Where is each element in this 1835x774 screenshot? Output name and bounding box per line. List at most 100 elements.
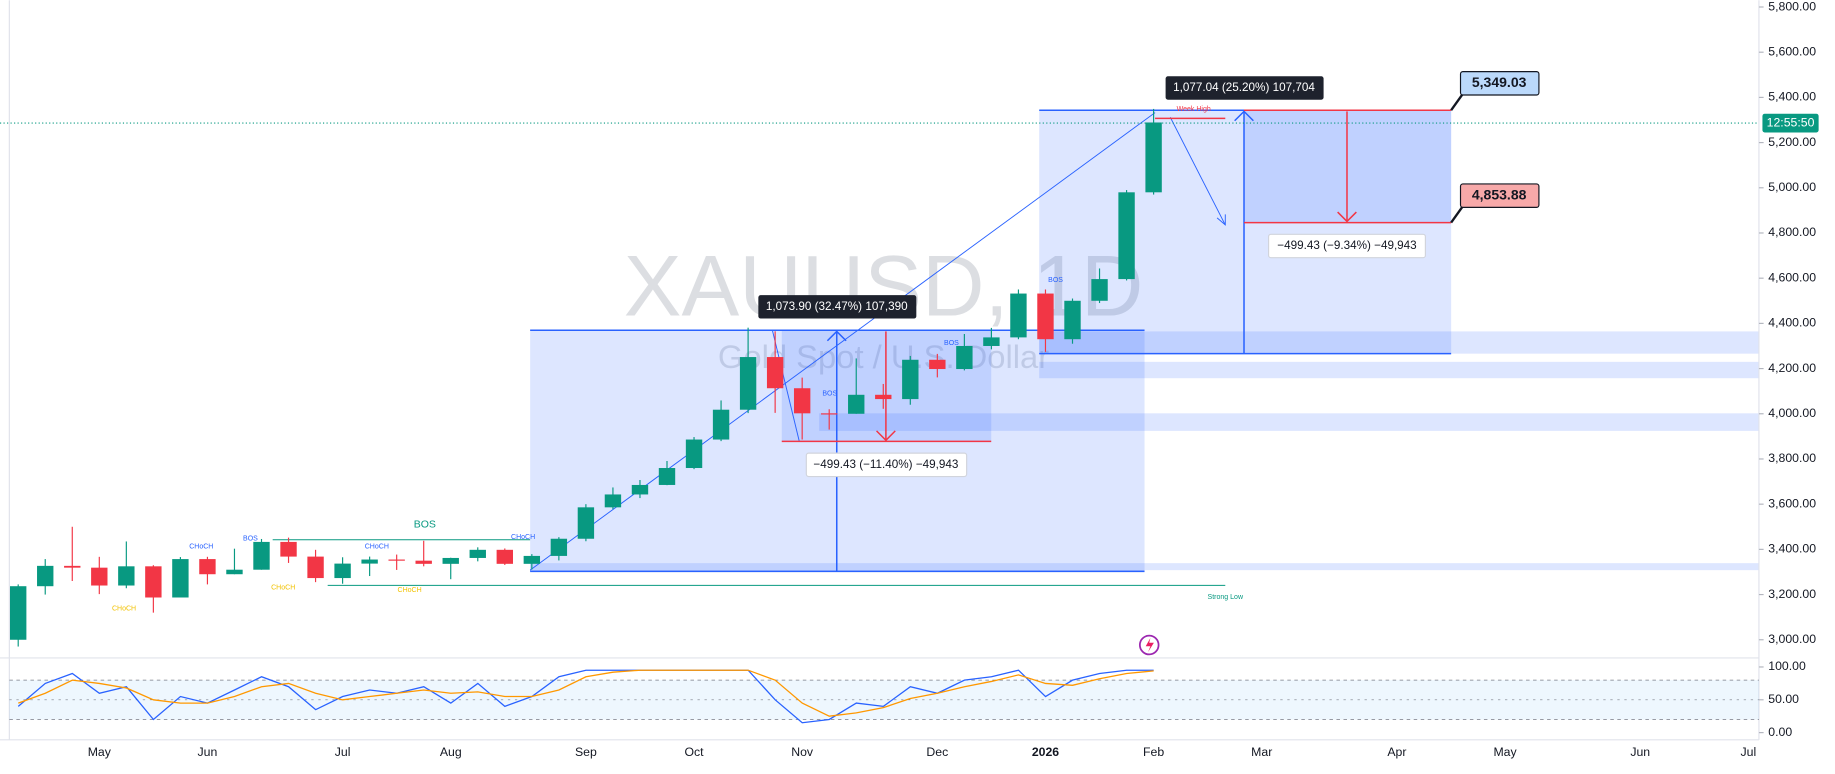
candle-body bbox=[442, 557, 459, 564]
candle-body bbox=[793, 388, 811, 414]
candle-body bbox=[172, 559, 189, 598]
candle-body bbox=[631, 484, 649, 495]
projection-line bbox=[1169, 117, 1226, 226]
candle-body bbox=[550, 538, 568, 556]
zone bbox=[1039, 361, 1759, 379]
time-tag bbox=[1762, 113, 1819, 133]
candle-body bbox=[1145, 122, 1162, 193]
candle-body bbox=[226, 569, 243, 575]
y-tick-label: 5,600.00 bbox=[1768, 44, 1816, 58]
candle-body bbox=[604, 494, 622, 508]
candle-body bbox=[199, 559, 216, 575]
zone bbox=[1039, 331, 1759, 354]
y-tick-label: 5,800.00 bbox=[1768, 0, 1816, 13]
x-tick-label: Sep bbox=[575, 745, 597, 759]
candle-body bbox=[64, 565, 81, 568]
candle-body bbox=[10, 586, 27, 640]
candle-body bbox=[1118, 192, 1135, 280]
candle-body bbox=[685, 439, 703, 469]
tag-pointer bbox=[1450, 205, 1464, 224]
label-box bbox=[1165, 76, 1324, 100]
y-tick-label: 4,600.00 bbox=[1768, 270, 1816, 284]
arrow-head bbox=[1337, 211, 1357, 223]
watermark: XAUUSD, 1D bbox=[624, 239, 1144, 335]
arrow-head bbox=[826, 330, 847, 342]
arrow-head bbox=[1216, 214, 1226, 226]
candle-body bbox=[388, 559, 405, 561]
structure-label: BOS bbox=[414, 518, 436, 530]
x-tick-label: Jun bbox=[198, 745, 218, 759]
candle-body bbox=[739, 357, 757, 410]
x-tick-label: Oct bbox=[684, 745, 704, 759]
x-tick-label: May bbox=[1493, 745, 1517, 759]
candle-body bbox=[334, 563, 351, 579]
structure-label: CHoCH bbox=[511, 534, 535, 541]
x-tick-label: May bbox=[88, 745, 112, 759]
y-tick-label: 3,400.00 bbox=[1768, 542, 1816, 556]
candle-body bbox=[1037, 293, 1054, 340]
candle-body bbox=[496, 549, 513, 564]
candle-body bbox=[712, 409, 730, 440]
alert-icon[interactable] bbox=[1138, 634, 1160, 656]
candle-body bbox=[875, 394, 892, 400]
arrow-head bbox=[876, 430, 896, 442]
range-box bbox=[1039, 110, 1452, 354]
zone bbox=[530, 563, 1759, 571]
y-tick-label: 100.00 bbox=[1768, 659, 1806, 673]
structure-label: CHoCH bbox=[189, 544, 213, 551]
structure-label: CHoCH bbox=[271, 585, 295, 592]
y-tick-label: 3,000.00 bbox=[1768, 632, 1816, 646]
structure-label: BOS bbox=[944, 340, 959, 347]
candle-body bbox=[929, 359, 946, 370]
x-tick-label: Jun bbox=[1630, 745, 1650, 759]
y-tick-label: 4,200.00 bbox=[1768, 361, 1816, 375]
y-tick-label: 50.00 bbox=[1768, 692, 1799, 706]
oscillator-line bbox=[18, 669, 1154, 717]
structure-label: Strong Low bbox=[1208, 594, 1244, 601]
x-tick-label: Nov bbox=[791, 745, 814, 759]
structure-label: Week High bbox=[1177, 106, 1211, 113]
candle-body bbox=[1064, 300, 1081, 340]
candle-body bbox=[1091, 279, 1108, 301]
y-tick-label: 5,000.00 bbox=[1768, 180, 1816, 194]
zone bbox=[819, 413, 1759, 431]
x-tick-label: Apr bbox=[1387, 745, 1406, 759]
structure-label: CHoCH bbox=[398, 587, 422, 594]
candle-body bbox=[37, 565, 54, 587]
candle-body bbox=[1010, 293, 1027, 338]
candle-body bbox=[415, 560, 432, 564]
tag-box bbox=[1459, 71, 1540, 96]
label-box bbox=[805, 452, 968, 478]
candle-body bbox=[821, 413, 838, 415]
x-tick-label: Jul bbox=[1740, 745, 1756, 759]
price-tag: 4,853.88 bbox=[1472, 186, 1527, 202]
y-tick-label: 4,800.00 bbox=[1768, 225, 1816, 239]
y-tick-label: 5,200.00 bbox=[1768, 135, 1816, 149]
y-tick-label: 3,800.00 bbox=[1768, 451, 1816, 465]
candle-body bbox=[307, 556, 324, 579]
candle-body bbox=[253, 541, 270, 570]
alert-icon-bolt bbox=[1145, 638, 1154, 653]
candle-body bbox=[523, 555, 541, 564]
structure-label: BOS bbox=[243, 535, 258, 542]
measure-label: 1,077.04 (25.20%) 107,704 bbox=[1173, 81, 1315, 94]
candle-body bbox=[469, 549, 486, 558]
red-lines bbox=[781, 109, 1452, 443]
y-tick-label: 5,400.00 bbox=[1768, 90, 1816, 104]
candle-body bbox=[902, 359, 919, 400]
structure-lines bbox=[272, 539, 1226, 586]
tag-pointer bbox=[1450, 93, 1464, 111]
y-tick-label: 0.00 bbox=[1768, 725, 1792, 739]
x-tick-label: Aug bbox=[440, 745, 462, 759]
candle-body bbox=[983, 337, 1000, 346]
y-tick-label: 4,400.00 bbox=[1768, 316, 1816, 330]
structure-label: CHoCH bbox=[365, 544, 389, 551]
x-tick-label: Jul bbox=[335, 745, 351, 759]
y-tick-label: 3,600.00 bbox=[1768, 496, 1816, 510]
price-tags: 5,349.03 4,853.88 bbox=[1450, 71, 1540, 224]
structure-label: CHoCH bbox=[112, 606, 136, 613]
structure-labels: CHoCH BOS CHoCH BOS CHoCH CHoCH CHoCH CH… bbox=[112, 106, 1244, 613]
candles bbox=[10, 108, 1162, 647]
candle-body bbox=[956, 345, 973, 370]
arrow-head bbox=[1234, 110, 1254, 122]
